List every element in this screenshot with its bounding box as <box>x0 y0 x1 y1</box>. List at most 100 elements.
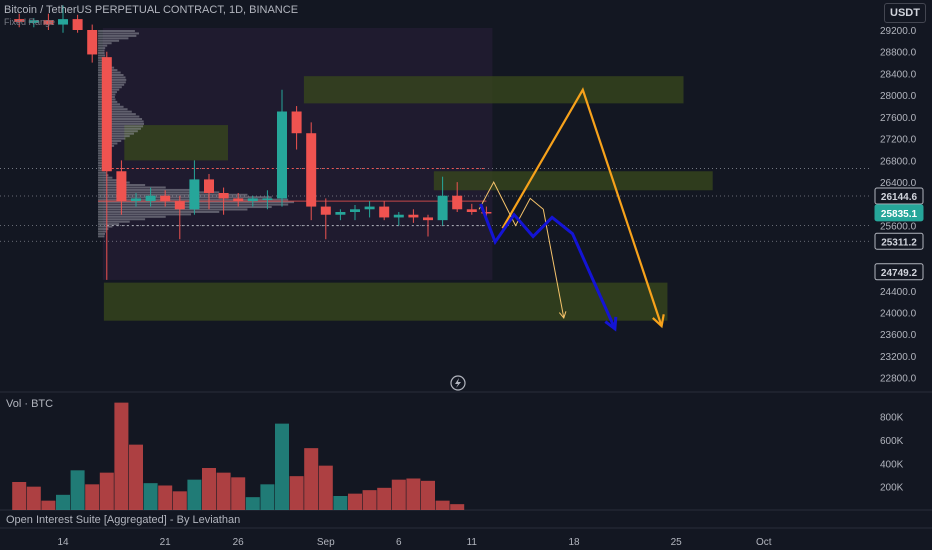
volume-profile-bar <box>98 49 105 52</box>
price-tick-label: 23600.0 <box>880 330 917 341</box>
candle <box>379 201 390 221</box>
volume-profile-bar <box>98 169 106 172</box>
projection-path-blue <box>479 203 617 330</box>
volume-bar <box>421 480 435 510</box>
candle-body <box>101 57 112 172</box>
volume-profile-bar <box>98 191 220 194</box>
candle-body <box>320 206 331 215</box>
currency-button[interactable]: USDT <box>884 3 926 23</box>
candle <box>204 173 214 210</box>
candle-body <box>408 214 419 218</box>
price-tick-label: 27200.0 <box>880 135 917 146</box>
volume-bar <box>245 497 260 510</box>
volume-bar <box>435 500 450 510</box>
volume-profile-bar <box>98 42 112 45</box>
volume-profile-bar <box>98 135 130 138</box>
candle-body <box>189 179 200 210</box>
time-tick-label: 21 <box>160 537 172 548</box>
price-tick-label: 29200.0 <box>880 26 917 37</box>
price-tick-label: 26400.0 <box>880 178 917 189</box>
volume-bar <box>304 448 319 510</box>
volume-profile-bar <box>98 162 105 165</box>
volume-profile-bar <box>98 232 106 235</box>
volume-profile-bar <box>98 130 138 133</box>
volume-bar <box>231 477 246 510</box>
candle-body <box>379 206 390 218</box>
volume-profile-bar <box>98 186 166 189</box>
volume-profile-bar <box>98 47 106 50</box>
volume-profile-bar <box>98 215 166 218</box>
candle <box>247 195 258 207</box>
candle-body <box>291 111 302 134</box>
candle <box>14 13 25 28</box>
candle-body <box>43 20 54 25</box>
volume-profile-bar <box>98 181 130 184</box>
volume-profile-bar <box>98 223 120 226</box>
volume-tick-label: 800K <box>880 413 904 424</box>
volume-profile-bar <box>98 37 129 40</box>
volume-profile-bar <box>98 127 141 130</box>
volume-profile-bar <box>98 110 132 113</box>
candle-body <box>160 195 171 202</box>
volume-tick-label: 600K <box>880 436 904 447</box>
volume-bar <box>377 487 392 510</box>
volume-profile-bar <box>98 81 126 84</box>
projection-path-yellow <box>478 181 565 318</box>
candle <box>116 160 127 215</box>
volume-profile-bar <box>98 171 107 174</box>
volume-profile-bar <box>98 208 248 211</box>
candle <box>28 18 39 28</box>
candle <box>452 182 463 213</box>
volume-profile-bar <box>98 206 272 209</box>
open-interest-pane-title: Open Interest Suite [Aggregated] - By Le… <box>6 514 241 526</box>
volume-bar <box>260 484 275 510</box>
candle-body <box>145 195 156 202</box>
volume-bar <box>318 465 333 510</box>
candle-body <box>131 198 141 202</box>
volume-profile-bar <box>98 225 113 228</box>
volume-profile-bar <box>98 108 128 111</box>
volume-profile-bar <box>98 196 272 199</box>
volume-profile-bar <box>98 30 135 32</box>
volume-pane-title: Vol · BTC <box>6 398 54 410</box>
candle-body <box>174 201 185 210</box>
candle-body <box>306 133 317 207</box>
candle <box>466 203 477 215</box>
volume-profile-bar <box>98 188 192 191</box>
volume-profile-bar <box>98 166 105 169</box>
volume-bar <box>450 504 465 510</box>
volume-tick-label: 200K <box>880 483 904 494</box>
price-label-box <box>874 232 924 250</box>
volume-bar <box>202 467 216 510</box>
candle <box>87 24 98 63</box>
candle <box>335 209 346 221</box>
candle <box>58 5 68 33</box>
candle-body <box>204 179 214 193</box>
supply-demand-zone <box>124 125 228 161</box>
candle <box>262 190 273 210</box>
candle-body <box>233 198 244 202</box>
volume-profile-bar <box>98 113 136 116</box>
volume-profile-bar <box>98 34 137 37</box>
price-label-value: 26144.6 <box>881 192 918 203</box>
candle <box>306 122 317 221</box>
volume-profile-bar <box>98 78 127 81</box>
volume-profile-bar <box>98 118 143 121</box>
volume-bar <box>172 491 187 510</box>
volume-profile-bar <box>98 115 140 118</box>
price-label-box <box>874 187 924 205</box>
volume-bar <box>275 423 289 510</box>
supply-demand-zone <box>433 171 713 191</box>
volume-bar <box>216 472 231 510</box>
candle <box>350 204 360 221</box>
volume-bar <box>12 481 27 510</box>
time-tick-label: 26 <box>233 537 245 548</box>
volume-bar <box>187 479 202 510</box>
volume-bar <box>129 444 143 510</box>
volume-profile-bar <box>98 220 130 223</box>
projection-arrowhead-orange <box>652 314 665 329</box>
volume-bar <box>85 484 100 510</box>
candle-body <box>247 198 258 202</box>
time-tick-label: 25 <box>671 537 683 548</box>
